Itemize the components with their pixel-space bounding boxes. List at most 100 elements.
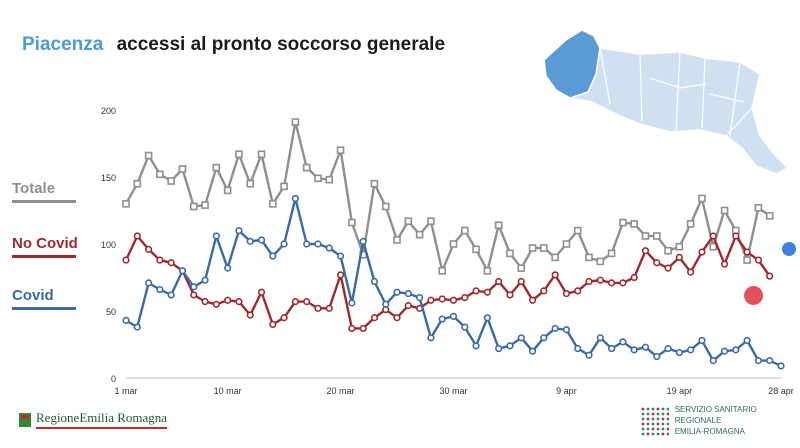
data-point: [370, 179, 379, 188]
legend-label-nocovid: No Covid: [12, 235, 78, 252]
data-point: [201, 276, 209, 284]
data-point: [257, 236, 266, 244]
data-point: [506, 249, 514, 258]
data-point: [393, 236, 401, 244]
data-point: [302, 163, 311, 172]
data-point: [528, 347, 537, 355]
data-point: [562, 326, 571, 334]
data-point: [382, 300, 390, 308]
data-point: [235, 298, 243, 306]
data-point: [619, 338, 627, 346]
y-tick-label: 100: [101, 240, 116, 250]
data-point: [766, 356, 774, 365]
ssr-dots-icon: [641, 407, 669, 435]
data-point: [687, 346, 695, 354]
title-subtitle: accessi al pronto soccorso generale: [116, 34, 446, 55]
data-point: [122, 256, 130, 264]
data-point: [720, 347, 729, 355]
data-point: [494, 221, 503, 230]
data-point: [562, 289, 571, 298]
data-point: [144, 151, 153, 160]
data-point: [246, 237, 254, 245]
data-point: [224, 264, 232, 272]
x-tick-label: 1 mar: [114, 386, 137, 396]
data-point: [325, 244, 333, 252]
data-point: [427, 334, 435, 342]
data-point: [506, 342, 514, 350]
data-point: [427, 217, 435, 226]
data-point: [720, 260, 729, 268]
data-point: [686, 220, 695, 228]
data-point: [370, 277, 379, 286]
legend-line-nocovid: [12, 255, 76, 258]
data-point: [573, 226, 582, 235]
data-point: [596, 257, 605, 266]
data-point: [336, 252, 345, 260]
data-point: [664, 264, 672, 272]
series-line-covid: [125, 197, 782, 367]
data-point: [608, 344, 616, 353]
data-point: [291, 118, 300, 126]
data-point: [133, 323, 141, 331]
data-point: [269, 320, 277, 329]
x-tick-label: 9 apr: [556, 386, 577, 396]
data-point: [314, 174, 322, 183]
data-point: [381, 202, 390, 211]
data-point: [619, 279, 627, 287]
data-point: [438, 295, 446, 303]
legend-label-totale: Totale: [12, 180, 56, 197]
data-point: [144, 245, 153, 253]
data-point: [438, 315, 446, 323]
data-point: [551, 253, 559, 262]
data-point: [190, 283, 198, 291]
data-point: [743, 336, 751, 345]
data-point: [596, 276, 604, 284]
data-point: [415, 230, 424, 239]
data-point: [630, 273, 638, 282]
data-point: [585, 253, 593, 262]
data-point: [416, 294, 424, 302]
data-point: [404, 302, 412, 310]
data-point: [348, 218, 356, 227]
data-point: [653, 352, 661, 361]
data-point: [212, 232, 220, 240]
data-point: [246, 311, 254, 319]
data-point: [461, 323, 469, 331]
data-point: [607, 249, 616, 258]
data-point: [257, 288, 266, 296]
data-point: [472, 287, 480, 295]
y-tick-label: 200: [101, 106, 116, 116]
data-point: [540, 244, 548, 252]
data-point: [280, 314, 288, 322]
data-point: [709, 232, 717, 240]
legend-line-covid: [12, 307, 76, 310]
data-point: [517, 264, 526, 272]
data-point: [269, 200, 277, 208]
data-point: [472, 342, 480, 350]
data-point: [280, 240, 288, 248]
data-point: [325, 304, 333, 312]
data-point: [156, 256, 164, 264]
data-point: [664, 246, 672, 255]
data-point: [178, 165, 187, 173]
data-point: [359, 237, 367, 245]
series-line-no-covid: [124, 234, 771, 330]
data-point: [235, 150, 243, 159]
data-point: [314, 240, 322, 248]
data-point: [167, 177, 175, 185]
data-point: [280, 182, 288, 191]
data-point: [156, 170, 164, 179]
data-point: [675, 348, 683, 357]
data-point: [720, 206, 729, 215]
data-point: [777, 362, 785, 370]
regione-emblem-icon: [19, 412, 31, 427]
data-point: [641, 232, 650, 240]
data-point: [303, 298, 311, 306]
data-point: [449, 296, 458, 304]
data-point: [370, 314, 379, 322]
regione-logo: RegioneEmilia Romagna: [18, 410, 168, 429]
regione-logo-text: RegioneEmilia Romagna: [36, 410, 168, 429]
data-point: [732, 346, 740, 354]
y-tick-label: 50: [106, 307, 116, 317]
map-borders: [599, 47, 753, 137]
